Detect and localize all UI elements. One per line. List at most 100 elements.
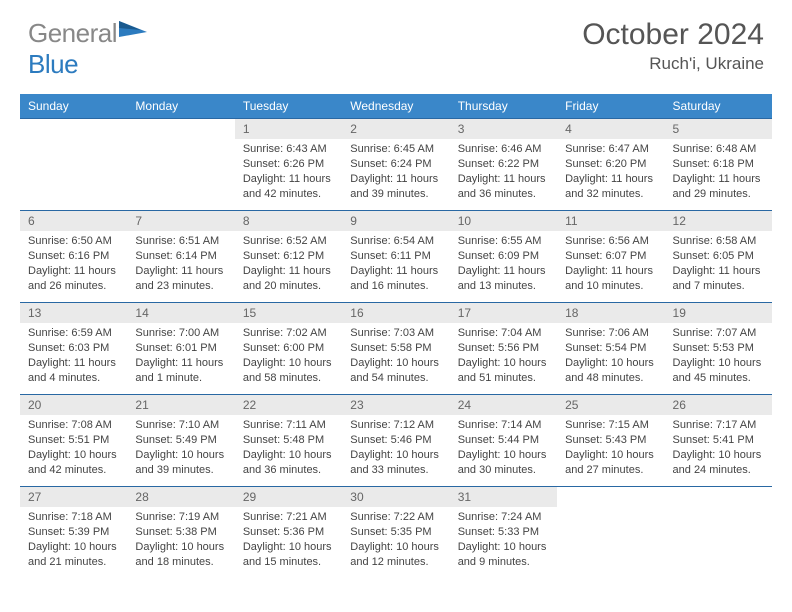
calendar-cell-empty [20,119,127,211]
day-number: 1 [235,119,342,139]
header: General Blue October 2024 Ruch'i, Ukrain… [0,0,792,88]
day-content: Sunrise: 6:56 AMSunset: 6:07 PMDaylight:… [557,231,664,299]
day-content: Sunrise: 6:50 AMSunset: 6:16 PMDaylight:… [20,231,127,299]
calendar-cell: 8Sunrise: 6:52 AMSunset: 6:12 PMDaylight… [235,211,342,303]
day-number: 5 [665,119,772,139]
calendar-body: 1Sunrise: 6:43 AMSunset: 6:26 PMDaylight… [20,119,772,579]
day-content: Sunrise: 6:55 AMSunset: 6:09 PMDaylight:… [450,231,557,299]
calendar-cell: 9Sunrise: 6:54 AMSunset: 6:11 PMDaylight… [342,211,449,303]
day-content: Sunrise: 6:43 AMSunset: 6:26 PMDaylight:… [235,139,342,207]
calendar-cell: 18Sunrise: 7:06 AMSunset: 5:54 PMDayligh… [557,303,664,395]
day-number: 21 [127,395,234,415]
calendar-cell: 11Sunrise: 6:56 AMSunset: 6:07 PMDayligh… [557,211,664,303]
day-number: 11 [557,211,664,231]
day-content: Sunrise: 7:08 AMSunset: 5:51 PMDaylight:… [20,415,127,483]
calendar-cell: 28Sunrise: 7:19 AMSunset: 5:38 PMDayligh… [127,487,234,579]
day-number: 15 [235,303,342,323]
weekday-header: Friday [557,94,664,119]
calendar-cell: 29Sunrise: 7:21 AMSunset: 5:36 PMDayligh… [235,487,342,579]
calendar-row: 27Sunrise: 7:18 AMSunset: 5:39 PMDayligh… [20,487,772,579]
calendar-cell: 16Sunrise: 7:03 AMSunset: 5:58 PMDayligh… [342,303,449,395]
day-content: Sunrise: 7:18 AMSunset: 5:39 PMDaylight:… [20,507,127,575]
day-content: Sunrise: 6:54 AMSunset: 6:11 PMDaylight:… [342,231,449,299]
day-number: 31 [450,487,557,507]
day-content: Sunrise: 7:03 AMSunset: 5:58 PMDaylight:… [342,323,449,391]
day-number: 30 [342,487,449,507]
day-number: 20 [20,395,127,415]
logo-text-blue: Blue [28,49,78,79]
day-content: Sunrise: 6:59 AMSunset: 6:03 PMDaylight:… [20,323,127,391]
day-content: Sunrise: 6:51 AMSunset: 6:14 PMDaylight:… [127,231,234,299]
day-content: Sunrise: 6:46 AMSunset: 6:22 PMDaylight:… [450,139,557,207]
day-number: 23 [342,395,449,415]
day-content: Sunrise: 6:58 AMSunset: 6:05 PMDaylight:… [665,231,772,299]
day-content: Sunrise: 7:07 AMSunset: 5:53 PMDaylight:… [665,323,772,391]
calendar-cell: 12Sunrise: 6:58 AMSunset: 6:05 PMDayligh… [665,211,772,303]
day-number: 24 [450,395,557,415]
day-content: Sunrise: 6:45 AMSunset: 6:24 PMDaylight:… [342,139,449,207]
day-content: Sunrise: 7:00 AMSunset: 6:01 PMDaylight:… [127,323,234,391]
calendar-cell: 7Sunrise: 6:51 AMSunset: 6:14 PMDaylight… [127,211,234,303]
calendar-cell: 22Sunrise: 7:11 AMSunset: 5:48 PMDayligh… [235,395,342,487]
calendar-cell: 30Sunrise: 7:22 AMSunset: 5:35 PMDayligh… [342,487,449,579]
day-number: 18 [557,303,664,323]
weekday-header: Wednesday [342,94,449,119]
day-number: 8 [235,211,342,231]
day-number: 14 [127,303,234,323]
day-number: 28 [127,487,234,507]
day-content: Sunrise: 7:11 AMSunset: 5:48 PMDaylight:… [235,415,342,483]
day-number: 26 [665,395,772,415]
calendar-table: SundayMondayTuesdayWednesdayThursdayFrid… [20,94,772,579]
calendar-cell: 27Sunrise: 7:18 AMSunset: 5:39 PMDayligh… [20,487,127,579]
calendar-cell: 17Sunrise: 7:04 AMSunset: 5:56 PMDayligh… [450,303,557,395]
weekday-header: Saturday [665,94,772,119]
weekday-header: Thursday [450,94,557,119]
logo-text-general: General [28,18,117,48]
day-number: 6 [20,211,127,231]
calendar-cell: 26Sunrise: 7:17 AMSunset: 5:41 PMDayligh… [665,395,772,487]
day-content: Sunrise: 7:12 AMSunset: 5:46 PMDaylight:… [342,415,449,483]
day-number: 22 [235,395,342,415]
calendar-cell: 13Sunrise: 6:59 AMSunset: 6:03 PMDayligh… [20,303,127,395]
calendar-row: 13Sunrise: 6:59 AMSunset: 6:03 PMDayligh… [20,303,772,395]
calendar-cell: 21Sunrise: 7:10 AMSunset: 5:49 PMDayligh… [127,395,234,487]
day-content: Sunrise: 7:04 AMSunset: 5:56 PMDaylight:… [450,323,557,391]
flag-icon [119,21,147,48]
calendar-cell: 20Sunrise: 7:08 AMSunset: 5:51 PMDayligh… [20,395,127,487]
weekday-header-row: SundayMondayTuesdayWednesdayThursdayFrid… [20,94,772,119]
calendar-cell: 5Sunrise: 6:48 AMSunset: 6:18 PMDaylight… [665,119,772,211]
day-content: Sunrise: 6:47 AMSunset: 6:20 PMDaylight:… [557,139,664,207]
calendar-cell: 24Sunrise: 7:14 AMSunset: 5:44 PMDayligh… [450,395,557,487]
day-content: Sunrise: 7:17 AMSunset: 5:41 PMDaylight:… [665,415,772,483]
day-content: Sunrise: 7:22 AMSunset: 5:35 PMDaylight:… [342,507,449,575]
weekday-header: Tuesday [235,94,342,119]
calendar-row: 20Sunrise: 7:08 AMSunset: 5:51 PMDayligh… [20,395,772,487]
day-content: Sunrise: 7:02 AMSunset: 6:00 PMDaylight:… [235,323,342,391]
calendar-cell: 1Sunrise: 6:43 AMSunset: 6:26 PMDaylight… [235,119,342,211]
calendar-cell: 19Sunrise: 7:07 AMSunset: 5:53 PMDayligh… [665,303,772,395]
calendar-cell: 25Sunrise: 7:15 AMSunset: 5:43 PMDayligh… [557,395,664,487]
day-number: 4 [557,119,664,139]
day-content: Sunrise: 7:10 AMSunset: 5:49 PMDaylight:… [127,415,234,483]
day-number: 10 [450,211,557,231]
day-number: 3 [450,119,557,139]
calendar-cell: 23Sunrise: 7:12 AMSunset: 5:46 PMDayligh… [342,395,449,487]
day-number: 17 [450,303,557,323]
day-number: 16 [342,303,449,323]
day-content: Sunrise: 6:48 AMSunset: 6:18 PMDaylight:… [665,139,772,207]
weekday-header: Sunday [20,94,127,119]
day-content: Sunrise: 7:24 AMSunset: 5:33 PMDaylight:… [450,507,557,575]
day-content: Sunrise: 7:19 AMSunset: 5:38 PMDaylight:… [127,507,234,575]
day-content: Sunrise: 7:21 AMSunset: 5:36 PMDaylight:… [235,507,342,575]
weekday-header: Monday [127,94,234,119]
day-content: Sunrise: 6:52 AMSunset: 6:12 PMDaylight:… [235,231,342,299]
month-title: October 2024 [582,18,764,52]
calendar-cell: 10Sunrise: 6:55 AMSunset: 6:09 PMDayligh… [450,211,557,303]
calendar-row: 6Sunrise: 6:50 AMSunset: 6:16 PMDaylight… [20,211,772,303]
day-number: 27 [20,487,127,507]
calendar-cell: 31Sunrise: 7:24 AMSunset: 5:33 PMDayligh… [450,487,557,579]
calendar-cell-empty [127,119,234,211]
location: Ruch'i, Ukraine [582,54,764,74]
calendar-cell: 4Sunrise: 6:47 AMSunset: 6:20 PMDaylight… [557,119,664,211]
calendar-cell-empty [665,487,772,579]
